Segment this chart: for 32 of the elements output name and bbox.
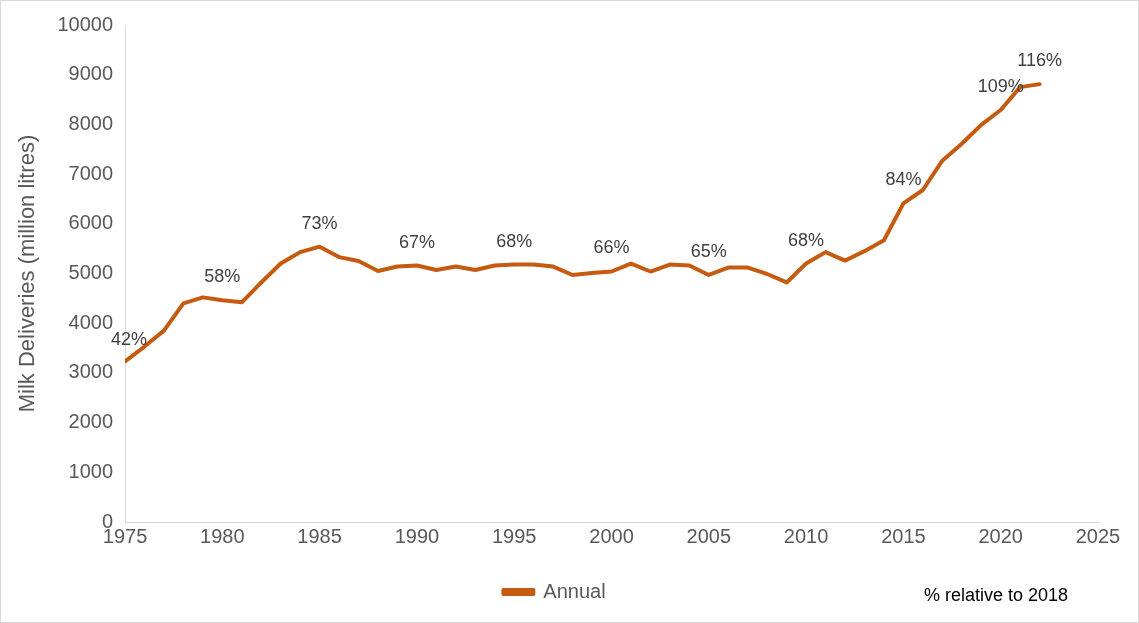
x-tick-label: 1990 xyxy=(394,524,440,547)
text: % relative to 2018 xyxy=(923,585,1068,606)
legend-label: Annual xyxy=(543,579,606,602)
x-tick-label: 2015 xyxy=(881,524,926,547)
y-tick-label: 2000 xyxy=(68,410,114,433)
x-tick-label: 2005 xyxy=(686,524,732,547)
x-tick-label: 2025 xyxy=(1075,524,1121,547)
y-tick-label: 6000 xyxy=(68,211,114,234)
y-tick-label: 8000 xyxy=(68,111,114,134)
x-tick-label: 2020 xyxy=(978,524,1023,547)
y-tick-label: 1000 xyxy=(68,459,114,482)
annotation: 73% xyxy=(301,212,338,233)
y-tick-label: 9000 xyxy=(68,62,114,85)
y-tick-label: 5000 xyxy=(68,261,114,284)
annotation: 116% xyxy=(1017,50,1062,71)
y-tick-label: 10000 xyxy=(57,12,114,35)
y-tick-label: 3000 xyxy=(68,360,114,383)
annotation: 109% xyxy=(977,75,1024,96)
annotation: 66% xyxy=(593,237,630,258)
annotation: 68% xyxy=(496,230,533,251)
annotation: 84% xyxy=(885,169,922,190)
annotation: 67% xyxy=(398,231,435,252)
x-tick-label: 2000 xyxy=(589,524,634,547)
annotation: 65% xyxy=(690,240,727,261)
x-tick-label: 2010 xyxy=(783,524,829,547)
y-axis-title: Milk Deliveries (million litres) xyxy=(14,134,40,413)
x-tick-label: 1985 xyxy=(297,524,342,547)
x-tick-label: 1980 xyxy=(200,524,245,547)
y-tick-label: 7000 xyxy=(68,161,114,184)
annotation: 58% xyxy=(204,266,241,287)
annotation: 68% xyxy=(788,229,825,250)
x-tick-label: 1995 xyxy=(491,524,537,547)
